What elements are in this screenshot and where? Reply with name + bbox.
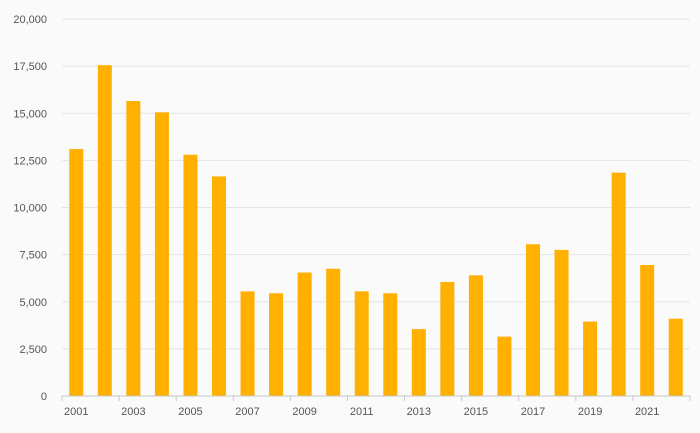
y-tick-label: 0 <box>41 391 47 403</box>
bar-2004 <box>154 112 169 397</box>
bar-2021 <box>640 264 655 396</box>
bar-2017 <box>526 244 540 396</box>
y-axis-labels: 0 2,500 5,000 7,500 10,000 12,500 15,000 17,500… <box>13 14 47 403</box>
bar-2008 <box>269 293 284 396</box>
bar-2001 <box>69 149 84 396</box>
y-tick-label: 2,500 <box>19 344 47 356</box>
y-tick-label: 17,500 <box>13 61 47 73</box>
x-tick-label: 2017 <box>521 406 545 418</box>
bar-2019 <box>583 321 598 396</box>
x-tick-label: 2001 <box>64 406 88 418</box>
x-axis-labels: 2001 2003 2005 2007 2009 2011 2013 2015 2017 2019… <box>64 406 659 418</box>
bar-2002 <box>97 65 112 397</box>
y-tick-label: 5,000 <box>19 297 47 309</box>
bar-2013 <box>411 329 426 396</box>
x-tick-label: 2021 <box>635 406 659 418</box>
bar-2007 <box>240 291 255 396</box>
x-tick-label: 2003 <box>121 406 145 418</box>
x-tick-label: 2019 <box>578 406 602 418</box>
y-tick-label: 20,000 <box>13 14 47 26</box>
x-tick-label: 2007 <box>235 406 259 418</box>
y-tick-label: 12,500 <box>13 155 47 167</box>
bar-2005 <box>183 154 198 396</box>
x-tick-label: 2015 <box>464 406 488 418</box>
bar-2003 <box>126 100 141 396</box>
bar-2011 <box>354 291 369 396</box>
bar-2022 <box>668 318 683 396</box>
x-tick-label: 2013 <box>407 406 431 418</box>
y-tick-label: 15,000 <box>13 108 47 120</box>
x-tick-label: 2009 <box>292 406 316 418</box>
bars <box>69 65 683 397</box>
bar-2010 <box>326 268 341 396</box>
x-axis <box>61 395 691 401</box>
x-tick-label: 2011 <box>350 406 374 418</box>
bar-2015 <box>468 275 483 396</box>
bar-2018 <box>554 249 569 396</box>
x-tick-label: 2005 <box>178 406 202 418</box>
bar-2006 <box>212 176 226 396</box>
bar-2012 <box>383 293 398 396</box>
bar-2009 <box>297 272 312 396</box>
bar-2014 <box>440 281 455 396</box>
y-tick-label: 7,500 <box>19 250 47 262</box>
y-tick-label: 10,000 <box>13 203 47 215</box>
bar-2020 <box>611 172 626 396</box>
bar-2016 <box>497 336 512 396</box>
